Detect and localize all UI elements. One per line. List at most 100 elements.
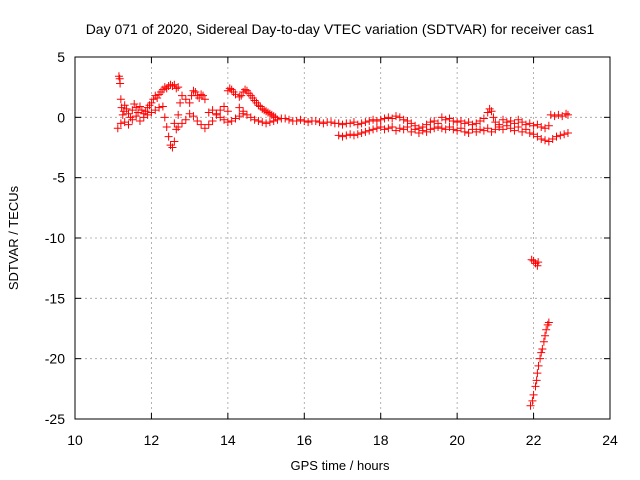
data-point bbox=[135, 116, 144, 125]
data-point bbox=[199, 91, 208, 100]
data-point bbox=[529, 390, 538, 399]
data-point bbox=[149, 95, 158, 104]
data-point bbox=[311, 116, 320, 125]
data-point bbox=[168, 143, 177, 152]
data-point bbox=[563, 110, 572, 119]
data-point bbox=[235, 92, 244, 101]
data-point bbox=[116, 95, 125, 104]
data-point bbox=[541, 136, 550, 145]
data-point bbox=[189, 112, 198, 121]
data-point bbox=[437, 124, 446, 133]
x-tick-label: 20 bbox=[449, 432, 465, 448]
data-point bbox=[204, 120, 213, 129]
y-tick-label: -15 bbox=[45, 290, 65, 306]
data-point bbox=[120, 101, 129, 110]
data-point bbox=[411, 125, 420, 134]
data-point bbox=[483, 108, 492, 117]
chart-title: Day 071 of 2020, Sidereal Day-to-day VTE… bbox=[86, 21, 595, 37]
data-point bbox=[130, 100, 139, 109]
data-point bbox=[372, 116, 381, 125]
data-point bbox=[441, 115, 450, 124]
data-point bbox=[334, 119, 343, 128]
data-point bbox=[529, 121, 538, 130]
data-point bbox=[265, 118, 274, 127]
data-point bbox=[281, 114, 290, 123]
data-point bbox=[536, 354, 545, 363]
x-tick-label: 16 bbox=[296, 432, 312, 448]
data-point bbox=[418, 126, 427, 135]
data-point bbox=[197, 120, 206, 129]
data-point bbox=[250, 115, 259, 124]
data-point bbox=[384, 113, 393, 122]
data-point bbox=[197, 90, 206, 99]
y-tick-label: -25 bbox=[45, 411, 65, 427]
data-point bbox=[533, 369, 542, 378]
data-point bbox=[552, 132, 561, 141]
data-point bbox=[510, 119, 519, 128]
data-point bbox=[178, 119, 186, 128]
x-tick-label: 14 bbox=[220, 432, 236, 448]
data-point bbox=[327, 118, 336, 127]
data-point bbox=[338, 120, 347, 129]
data-point bbox=[118, 110, 127, 119]
series-mid-arc bbox=[223, 84, 351, 129]
data-point bbox=[357, 119, 366, 128]
data-point bbox=[399, 115, 408, 124]
data-point bbox=[124, 109, 133, 118]
data-point bbox=[376, 115, 385, 124]
data-point bbox=[223, 107, 232, 116]
data-point bbox=[225, 84, 234, 93]
data-point bbox=[170, 137, 179, 146]
data-point bbox=[200, 95, 209, 104]
data-point bbox=[357, 129, 366, 138]
y-tick-label: -5 bbox=[53, 170, 66, 186]
data-point bbox=[541, 331, 550, 340]
data-point bbox=[237, 91, 246, 100]
data-point bbox=[353, 130, 362, 139]
data-point bbox=[346, 119, 355, 128]
data-point bbox=[185, 98, 194, 107]
data-point bbox=[141, 107, 150, 116]
data-point bbox=[174, 122, 183, 131]
data-point bbox=[135, 102, 144, 111]
data-point bbox=[334, 131, 343, 140]
data-point bbox=[137, 106, 146, 115]
y-tick-label: 0 bbox=[57, 109, 65, 125]
data-point bbox=[434, 122, 443, 131]
data-point bbox=[300, 116, 309, 125]
data-point bbox=[562, 109, 571, 118]
data-point bbox=[502, 118, 511, 127]
data-point bbox=[174, 110, 183, 119]
data-point bbox=[162, 122, 171, 131]
data-point bbox=[342, 131, 351, 140]
data-point bbox=[550, 112, 559, 121]
data-point bbox=[319, 119, 328, 128]
data-point bbox=[164, 132, 173, 141]
data-point bbox=[392, 112, 400, 121]
data-point bbox=[546, 110, 555, 119]
data-point bbox=[365, 116, 374, 125]
data-point bbox=[178, 91, 186, 100]
data-point bbox=[499, 125, 507, 134]
data-point bbox=[528, 396, 537, 405]
data-point bbox=[349, 131, 358, 140]
data-point bbox=[147, 98, 156, 107]
data-point bbox=[531, 382, 540, 391]
data-point bbox=[153, 94, 162, 103]
y-tick-label: 5 bbox=[57, 49, 65, 65]
data-point bbox=[172, 84, 181, 93]
data-point bbox=[544, 318, 553, 327]
series-drop-branch bbox=[526, 255, 553, 410]
data-point bbox=[258, 118, 267, 127]
data-point bbox=[533, 261, 542, 270]
data-point bbox=[534, 258, 543, 267]
data-point bbox=[200, 124, 209, 133]
data-point bbox=[208, 106, 217, 115]
data-point bbox=[430, 124, 439, 133]
data-point bbox=[464, 129, 473, 138]
data-point bbox=[542, 325, 551, 334]
data-point bbox=[235, 103, 244, 112]
data-point bbox=[369, 115, 378, 124]
y-axis-label: SDTVAR / TECUs bbox=[6, 185, 21, 290]
data-point bbox=[489, 113, 498, 122]
